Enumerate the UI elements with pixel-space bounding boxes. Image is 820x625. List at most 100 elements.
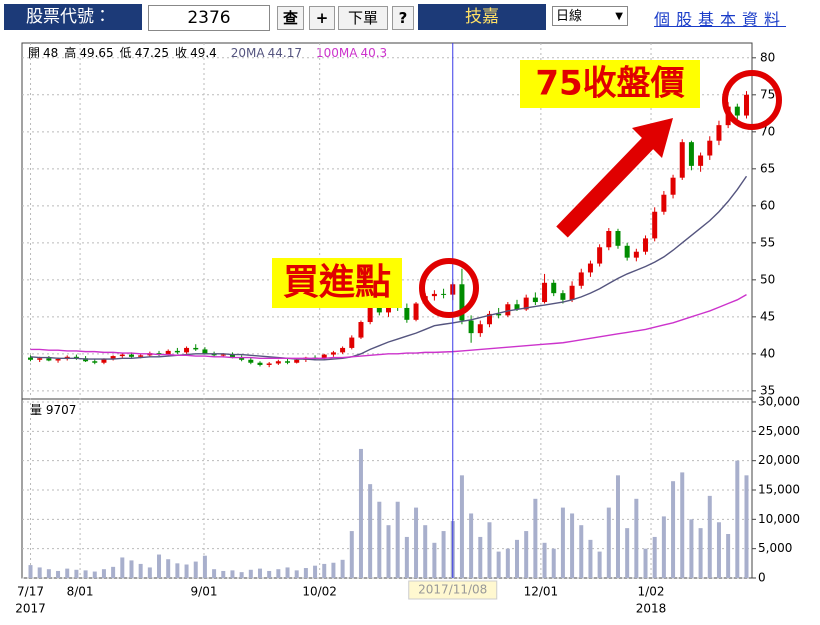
volume-tick-label: 10,000 — [758, 512, 800, 526]
volume-tick-label: 15,000 — [758, 483, 800, 497]
volume-readout: 量 9707 — [30, 403, 76, 417]
candle-body — [431, 293, 437, 297]
y-tick-label: 70 — [760, 124, 775, 138]
volume-bar — [257, 568, 262, 578]
candle-body — [275, 361, 281, 364]
code-input[interactable]: 2376 — [148, 5, 270, 31]
volume-bar — [294, 570, 299, 578]
candle-body — [707, 140, 713, 156]
plus-button[interactable]: + — [309, 6, 335, 30]
candle-body — [633, 251, 639, 258]
volume-bar — [588, 539, 593, 578]
arrow-shaft — [556, 135, 656, 238]
legend-value: 40.3 — [360, 46, 387, 60]
candle-body — [321, 354, 327, 359]
order-button[interactable]: 下單 — [338, 6, 388, 30]
volume-bar — [487, 522, 492, 578]
annotation: 75收盤價 — [535, 64, 684, 104]
candle-body — [184, 347, 190, 353]
volume-bar — [358, 448, 363, 578]
volume-bar — [533, 498, 538, 578]
x-tick-label: 9/01 — [191, 585, 218, 599]
volume-bar — [92, 571, 97, 578]
volume-bar — [652, 536, 657, 578]
candle-body — [83, 358, 89, 362]
volume-bar — [157, 554, 162, 578]
volume-bar — [303, 568, 308, 578]
stock-name: 技嘉 — [418, 4, 546, 30]
volume-bar — [83, 570, 88, 578]
y-tick-label: 65 — [760, 161, 775, 175]
info-link[interactable]: 個股基本資料 — [654, 10, 787, 29]
volume-bar — [414, 507, 419, 578]
volume-bar — [184, 564, 189, 578]
x-tick-label: 12/01 — [524, 585, 559, 599]
volume-bar — [276, 569, 281, 578]
legend-value: 44.17 — [268, 46, 302, 60]
candle-body — [643, 238, 649, 252]
info-value: 47.25 — [135, 46, 169, 60]
candle-body — [578, 272, 584, 286]
volume-bar — [698, 528, 703, 578]
candle-body — [624, 245, 630, 258]
volume-bar — [615, 475, 620, 578]
volume-bar — [56, 570, 61, 578]
volume-bar — [469, 513, 474, 578]
candle-body — [386, 305, 391, 313]
volume-bar — [643, 548, 648, 578]
candle-body — [661, 194, 667, 212]
volume-bar — [744, 475, 749, 578]
volume-bar — [138, 563, 143, 578]
crosshair-label: 2017/11/08 — [418, 583, 487, 597]
y-tick-label: 45 — [760, 309, 775, 323]
candle-body — [239, 357, 245, 360]
volume-value: 9707 — [46, 403, 77, 417]
query-button[interactable]: 查 — [277, 6, 304, 30]
candle-body — [698, 155, 704, 166]
candle-body — [486, 313, 492, 325]
volume-bar — [101, 569, 106, 578]
candle-body — [138, 355, 144, 357]
toolbar: 股票代號： 2376 查 + 下單 ? 技嘉 日線 ▼ 個股基本資料 — [0, 0, 820, 34]
volume-bar — [111, 566, 116, 578]
info-line: 開 48 高 49.65 低 47.25 收 49.4 20MA 44.17 100MA 40.3 — [28, 45, 387, 60]
candle-body — [615, 230, 621, 246]
volume-bar — [322, 563, 327, 578]
volume-bar — [515, 539, 520, 578]
candle-body — [523, 297, 529, 310]
volume-bar — [37, 567, 42, 578]
volume-bar — [634, 498, 639, 578]
period-select[interactable]: 日線 ▼ — [552, 6, 628, 26]
legend-name: 100MA — [316, 46, 358, 60]
candle-body — [505, 304, 511, 316]
candle-body — [193, 347, 199, 350]
candle-body — [220, 354, 226, 356]
candle-body — [587, 263, 593, 273]
volume-bar — [542, 542, 547, 578]
volume-bar — [707, 495, 712, 578]
volume-bar — [166, 559, 171, 578]
y-tick-label: 80 — [760, 50, 775, 64]
volume-bar — [285, 567, 290, 578]
volume-bar — [221, 570, 226, 578]
code-label: 股票代號： — [4, 4, 142, 30]
candle-body — [477, 324, 483, 334]
info-label: 低 — [120, 45, 132, 60]
volume-bar — [46, 569, 51, 578]
candle-body — [257, 362, 263, 365]
volume-bar — [735, 460, 740, 578]
moving-average — [30, 175, 748, 361]
candle-body — [367, 302, 373, 323]
volume-bar — [147, 567, 152, 578]
candle-body — [597, 247, 603, 264]
candle-body — [413, 303, 419, 320]
candle-body — [73, 356, 79, 359]
candle-body — [156, 353, 162, 355]
candle-body — [606, 230, 612, 248]
help-button[interactable]: ? — [392, 6, 414, 30]
candle-body — [174, 350, 180, 353]
volume-bar — [74, 569, 79, 578]
x-tick-label: 10/02 — [302, 585, 337, 599]
y-tick-label: 50 — [760, 272, 775, 286]
candle-body — [404, 307, 410, 320]
